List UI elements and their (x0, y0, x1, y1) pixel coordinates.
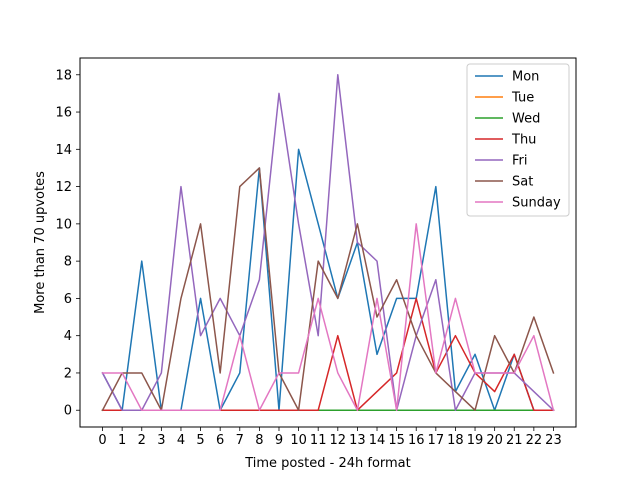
x-tick-label: 23 (545, 433, 562, 448)
x-tick-label: 20 (486, 433, 503, 448)
x-tick-label: 16 (408, 433, 425, 448)
axis-ticks: 0 1 2 3 4 5 6 7 8 9 10 11 12 13 14 15 16 17 18 19 20 21 22 2302… (55, 68, 561, 448)
x-tick-label: 15 (388, 433, 405, 448)
x-tick-label: 3 (157, 433, 165, 448)
x-tick-label: 1 (118, 433, 126, 448)
plot-area-frame (79, 57, 577, 428)
x-tick-label: 2 (138, 433, 146, 448)
x-tick-label: 19 (467, 433, 484, 448)
x-tick-label: 0 (98, 433, 106, 448)
x-tick-label: 8 (255, 433, 263, 448)
y-tick-label: 6 (64, 292, 72, 307)
series-line-sat (101, 167, 555, 412)
legend-label-sat: Sat (512, 175, 533, 190)
x-tick-label: 11 (310, 433, 327, 448)
y-tick-label: 10 (55, 217, 72, 232)
x-tick-label: 13 (349, 433, 366, 448)
x-tick-label: 17 (428, 433, 445, 448)
series-lines (101, 74, 555, 412)
y-tick-label: 18 (55, 68, 72, 83)
y-tick-label: 8 (64, 255, 72, 270)
legend-label-mon: Mon (512, 70, 539, 85)
x-tick-label: 21 (506, 433, 523, 448)
x-tick-label: 22 (526, 433, 543, 448)
y-tick-label: 2 (64, 366, 72, 381)
legend-label-wed: Wed (512, 112, 540, 127)
x-tick-label: 6 (216, 433, 224, 448)
legend-label-tue: Tue (511, 91, 534, 106)
x-tick-label: 14 (369, 433, 386, 448)
x-tick-label: 7 (236, 433, 244, 448)
y-axis-label: More than 70 upvotes (33, 171, 48, 314)
legend-label-fri: Fri (512, 154, 528, 169)
y-tick-label: 16 (55, 106, 72, 121)
x-tick-label: 4 (177, 433, 185, 448)
series-line-sunday (101, 223, 555, 412)
x-tick-label: 5 (196, 433, 204, 448)
x-tick-label: 9 (275, 433, 283, 448)
x-tick-label: 18 (447, 433, 464, 448)
y-tick-label: 4 (64, 329, 72, 344)
legend: Mon Tue Wed Thu Fri Sat Sunday (466, 63, 570, 217)
y-tick-label: 12 (55, 180, 72, 195)
x-tick-label: 12 (330, 433, 347, 448)
legend-box (466, 63, 570, 217)
y-tick-label: 14 (55, 143, 72, 158)
x-axis-label: Time posted - 24h format (244, 456, 411, 471)
y-tick-label: 0 (64, 404, 72, 419)
legend-label-sunday: Sunday (512, 196, 561, 211)
legend-label-thu: Thu (511, 133, 536, 148)
x-tick-label: 10 (290, 433, 307, 448)
